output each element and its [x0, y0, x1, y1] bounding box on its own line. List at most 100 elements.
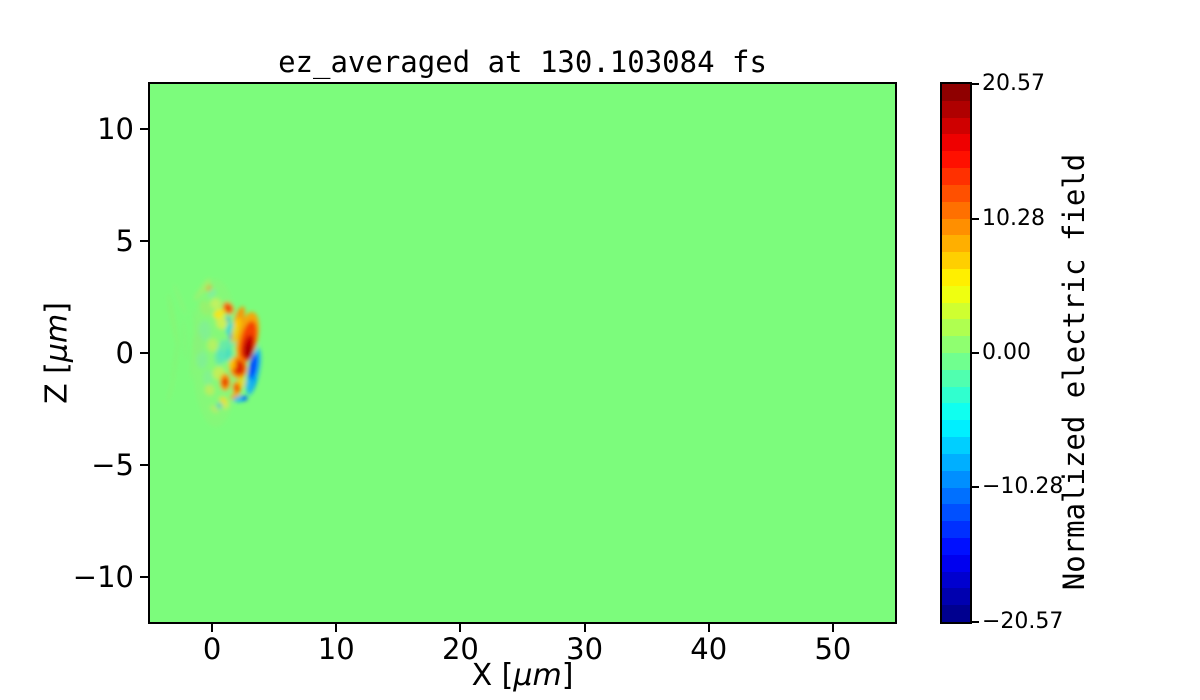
colorbar-band: [942, 588, 970, 606]
field-feature: [224, 304, 232, 312]
colorbar-band: [942, 168, 970, 185]
colorbar-band: [942, 470, 970, 488]
y-tick-label: 5: [115, 223, 134, 258]
colorbar-tick-mark: [972, 621, 979, 623]
colorbar-tick-label: −10.28: [982, 474, 1064, 500]
x-tick-mark: [583, 623, 586, 632]
colorbar-band: [942, 100, 970, 118]
colorbar-band: [942, 420, 970, 438]
colorbar-band: [942, 252, 970, 269]
field-feature: [214, 349, 225, 366]
x-axis-label-bracket: ]: [561, 658, 574, 693]
colorbar-band: [942, 386, 970, 404]
colorbar-band: [942, 319, 970, 337]
field-feature: [190, 335, 196, 380]
y-tick-mark: [140, 127, 148, 130]
x-tick-label: 50: [814, 632, 852, 666]
colorbar-band: [942, 537, 970, 555]
y-tick-mark: [140, 464, 148, 467]
y-tick-label: 0: [115, 336, 134, 370]
field-background: [150, 84, 895, 622]
field-feature: [225, 316, 231, 323]
colorbar-band: [942, 554, 970, 572]
chart-title: ez_averaged at 130.103084 fs: [278, 45, 767, 79]
field-feature: [205, 284, 213, 292]
colorbar-band: [942, 403, 970, 421]
field-feature: [193, 308, 199, 344]
field-feature: [172, 338, 179, 381]
field-feature: [215, 316, 229, 330]
x-tick-label: 0: [202, 632, 222, 666]
field-feature: [212, 308, 225, 319]
field-feature: [230, 317, 241, 344]
x-tick-label: 40: [690, 632, 728, 666]
field-feature: [207, 338, 219, 352]
colorbar-band: [942, 218, 970, 236]
field-feature: [222, 377, 229, 387]
field-feature: [173, 283, 187, 315]
colorbar-tick-mark: [972, 83, 979, 85]
y-tick-label: −10: [72, 560, 134, 595]
y-axis-label-bracket: ]: [39, 302, 75, 314]
y-tick-mark: [140, 352, 148, 354]
field-feature: [210, 298, 222, 310]
x-axis-label-text: X [: [471, 658, 514, 693]
colorbar-band: [942, 84, 970, 101]
colorbar-tick-mark: [972, 217, 979, 220]
field-feature: [182, 319, 187, 360]
colorbar-band: [942, 437, 970, 454]
colorbar-tick-mark: [972, 352, 979, 354]
field-feature: [248, 353, 258, 381]
field-feature: [194, 332, 205, 356]
y-tick-label: 10: [97, 111, 134, 146]
field-feature: [238, 376, 246, 388]
field-feature: [204, 384, 215, 396]
colorbar-band: [942, 605, 970, 622]
colorbar-band: [942, 235, 970, 253]
colorbar-band: [942, 336, 970, 353]
field-feature: [208, 289, 217, 298]
colorbar-band: [942, 521, 970, 538]
colorbar: [942, 84, 970, 622]
colorbar-tick-label: 20.57: [982, 71, 1045, 96]
field-feature: [225, 347, 233, 361]
colorbar-band: [942, 353, 970, 370]
x-tick-label: 20: [441, 632, 479, 666]
colorbar-band: [942, 117, 970, 135]
x-axis-label-unit: μm: [513, 658, 562, 693]
y-tick-mark: [140, 239, 148, 242]
x-tick-mark: [459, 623, 462, 632]
heatmap-plot-area: [150, 84, 895, 622]
field-feature: [167, 374, 175, 404]
heatmap-canvas: [150, 84, 895, 622]
field-feature: [219, 396, 228, 404]
colorbar-band: [942, 201, 970, 219]
y-tick-mark: [140, 576, 148, 579]
colorbar-band: [942, 504, 970, 522]
field-feature: [244, 378, 253, 393]
colorbar-band: [942, 184, 970, 202]
colorbar-band: [942, 571, 970, 589]
colorbar-band: [942, 369, 970, 387]
colorbar-tick-mark: [972, 486, 979, 489]
x-tick-mark: [831, 623, 834, 632]
colorbar-band: [942, 453, 970, 471]
field-feature: [241, 395, 248, 401]
colorbar-band: [942, 134, 970, 152]
colorbar-tick-label: 10.28: [982, 205, 1045, 231]
x-tick-mark: [211, 623, 214, 632]
y-tick-label: −5: [91, 448, 134, 483]
x-tick-label: 30: [566, 632, 604, 666]
field-feature: [193, 288, 203, 301]
colorbar-label: Normalized electric field: [1057, 153, 1091, 591]
colorbar-band: [942, 285, 970, 303]
colorbar-band: [942, 268, 970, 286]
colorbar-band: [942, 302, 970, 320]
colorbar-band: [942, 151, 970, 169]
x-tick-mark: [707, 623, 710, 632]
field-feature: [199, 300, 213, 316]
colorbar-tick-label: −20.57: [982, 609, 1064, 634]
field-feature: [228, 358, 237, 370]
field-feature: [168, 293, 178, 345]
